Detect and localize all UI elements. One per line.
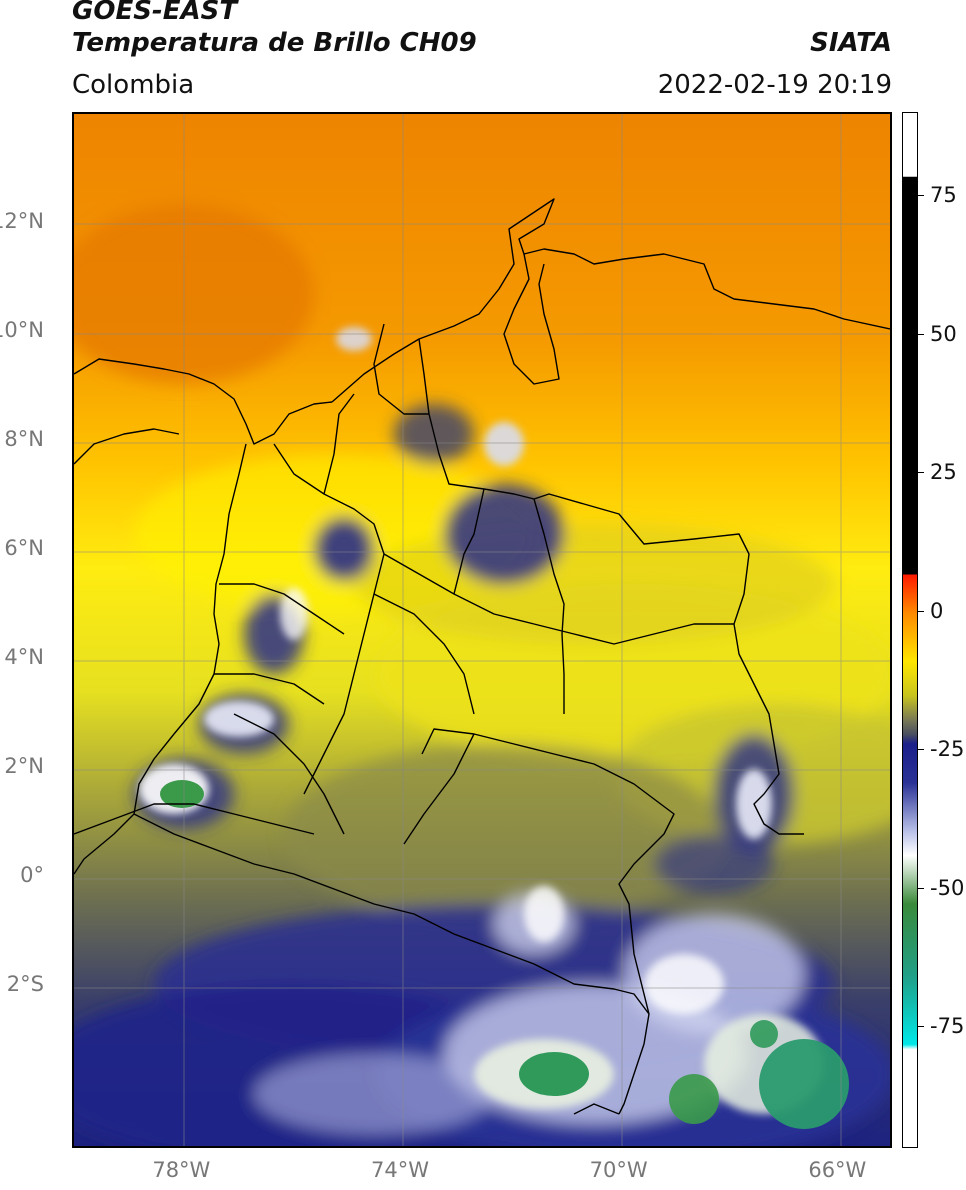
colorbar-tick-mark xyxy=(918,195,924,197)
colorbar-tick-mark xyxy=(918,1026,924,1028)
product-title: Temperatura de Brillo CH09 xyxy=(72,28,477,58)
colorbar-tick-mark xyxy=(918,472,924,474)
lat-tick-label: 0° xyxy=(20,863,44,888)
lon-tick-label: 78°W xyxy=(152,1158,211,1182)
colorbar-tick-mark xyxy=(918,610,924,612)
lat-tick-label: 6°N xyxy=(4,536,44,561)
lon-tick-label: 66°W xyxy=(808,1158,867,1182)
lon-tick-label: 74°W xyxy=(371,1158,429,1182)
colorbar-tick-label: 0 xyxy=(930,598,944,623)
colorbar-tick-label: -75 xyxy=(930,1014,965,1039)
satellite-map[interactable] xyxy=(72,112,892,1148)
lon-tick-label: 70°W xyxy=(589,1158,648,1182)
graticule xyxy=(74,114,890,1146)
lat-tick-label: 4°N xyxy=(4,645,44,670)
colorbar-fill xyxy=(903,176,917,1084)
satellite-title: GOES-EAST xyxy=(72,0,238,26)
lat-tick-label: 8°N xyxy=(4,427,44,452)
very-cold-cores xyxy=(160,780,849,1129)
brand-label: SIATA xyxy=(810,28,892,58)
colorbar xyxy=(902,112,918,1148)
lat-tick-label: 12°N xyxy=(0,209,44,234)
coastlines-and-borders xyxy=(74,198,890,1115)
colorbar-tick-label: -25 xyxy=(930,737,965,762)
colorbar-tick-mark xyxy=(918,333,924,335)
colorbar-tick-label: 50 xyxy=(930,321,957,346)
brightness-temperature-raster xyxy=(74,114,890,1146)
colorbar-tick-label: 75 xyxy=(930,183,957,208)
colorbar-tick-mark xyxy=(918,749,924,751)
colorbar-tick-mark xyxy=(918,887,924,889)
lat-tick-label: 2°N xyxy=(4,754,44,779)
lat-tick-label: 10°N xyxy=(0,318,44,343)
colorbar-tick-label: -50 xyxy=(930,875,965,900)
region-label: Colombia xyxy=(72,70,195,100)
lat-tick-label: 2°S xyxy=(6,972,44,997)
colorbar-tick-label: 25 xyxy=(930,460,957,485)
timestamp-label: 2022-02-19 20:19 xyxy=(657,70,892,100)
